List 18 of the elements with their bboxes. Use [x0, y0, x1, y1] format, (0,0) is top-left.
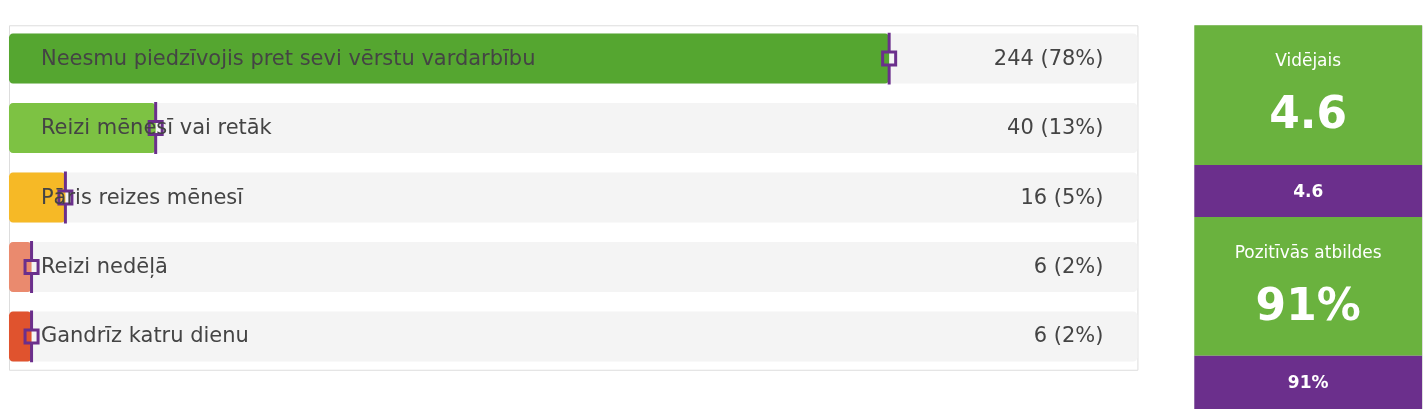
data-label: 40 (13%)	[1007, 115, 1104, 140]
text: Vidējais	[1275, 50, 1342, 71]
category-label: Reizi nedēļā	[40, 253, 168, 278]
text: 4.6	[1269, 87, 1348, 139]
point	[23, 258, 40, 275]
data-label: 6 (2%)	[1033, 253, 1104, 278]
data-label: 6 (2%)	[1033, 323, 1104, 348]
category-label: Gandrīz katru dienu	[40, 323, 249, 348]
text: 91%	[1287, 371, 1329, 392]
text: 4.6	[1293, 181, 1324, 202]
text: 91%	[1255, 278, 1361, 330]
data-label: 16 (5%)	[1020, 184, 1104, 209]
point	[881, 50, 898, 67]
point	[23, 328, 40, 345]
category-label: Pāris reizes mēnesī	[40, 184, 244, 209]
text: Pozitīvās atbildes	[1234, 241, 1382, 262]
category-label: Neesmu piedzīvojis pret sevi vērstu vardarbību	[40, 45, 536, 70]
data-label: 244 (78%)	[993, 45, 1104, 70]
